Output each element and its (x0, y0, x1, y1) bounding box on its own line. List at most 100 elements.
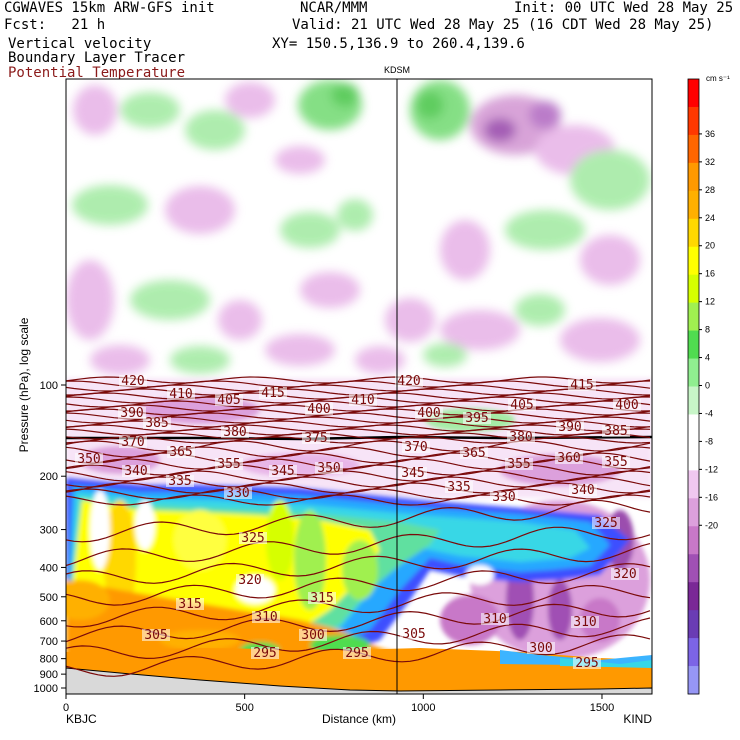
theta-label-bg (215, 394, 243, 406)
theta-label: 350 (77, 452, 100, 467)
colorbar-tick-label: 28 (705, 185, 715, 195)
theta-label-bg (463, 412, 491, 424)
theta-label: 300 (529, 641, 552, 656)
theta-label-bg (122, 465, 150, 477)
theta-label-bg (490, 491, 518, 503)
theta-label-bg (592, 517, 620, 529)
theta-label: 405 (217, 393, 240, 408)
colorbar-segment (688, 218, 699, 248)
y-tick-label: 1000 (34, 683, 58, 695)
y-tick-label: 800 (40, 654, 58, 666)
colorbar-segment (688, 414, 699, 443)
init-time: Init: 00 UTC Wed 28 May 25 (514, 0, 734, 16)
colorbar-segment (688, 190, 699, 220)
theta-label: 325 (594, 516, 617, 531)
theta-label-bg (611, 568, 639, 580)
theta-label: 335 (447, 480, 470, 495)
colorbar-segment (688, 274, 699, 304)
vertical-velocity-field: 420 420 410 415 415 405 410 405 400 390 400 400 395 3… (66, 80, 652, 694)
theta-label: 310 (573, 615, 596, 630)
theta-contour (66, 440, 651, 452)
theta-contour (66, 482, 651, 494)
right-endpoint-label: KIND (623, 712, 652, 726)
x-axis: 0 500 1000 1500 (63, 694, 614, 714)
colorbar-tick-label: 16 (705, 269, 715, 279)
theta-contour (66, 526, 651, 567)
theta-label: 415 (570, 378, 593, 393)
theta-label: 315 (310, 591, 333, 606)
theta-label: 340 (124, 464, 147, 479)
colorbar-segment (688, 386, 699, 415)
colorbar-segment (688, 498, 699, 527)
colorbar-tick-label: 32 (705, 157, 715, 167)
theta-label: 295 (345, 646, 368, 661)
theta-label-bg (118, 407, 146, 419)
colorbar-segment (688, 610, 699, 639)
theta-label: 335 (168, 474, 191, 489)
theta-label: 320 (238, 573, 261, 588)
theta-label: 390 (120, 406, 143, 421)
colorbar-tick-label: 0 (705, 381, 710, 391)
theta-label-bg (269, 465, 297, 477)
colorbar-segment (688, 554, 699, 583)
theta-label-bg (236, 574, 264, 586)
theta-label: 400 (615, 398, 638, 413)
field-label-boundary-layer-tracer: Boundary Layer Tracer (8, 50, 186, 66)
y-tick-label: 100 (40, 380, 58, 392)
y-axis-title: Pressure (hPa), log scale (17, 317, 31, 452)
terrain (66, 667, 652, 694)
theta-label-bg (166, 475, 194, 487)
theta-label-bg (119, 375, 147, 387)
theta-contour (66, 499, 651, 543)
theta-label-bg (569, 484, 597, 496)
colorbar-frame (687, 78, 700, 695)
y-tick-label: 300 (40, 525, 58, 537)
theta-label: 325 (241, 531, 264, 546)
colorbar-tick-label: -8 (705, 436, 713, 446)
theta-label: 295 (253, 646, 276, 661)
colorbar-segment (688, 106, 699, 136)
colorbar-tick-label: 20 (705, 241, 715, 251)
potential-temperature-labels: 420 420 410 415 415 405 410 405 400 390 400 400 395 3… (75, 374, 641, 671)
x-tick-label: 1500 (590, 702, 614, 714)
theta-label-bg (343, 647, 371, 659)
theta-label: 305 (402, 627, 425, 642)
theta-contour (66, 376, 651, 384)
theta-label-bg (224, 487, 252, 499)
y-axis: 100 200 300 400 500 600 700 800 900 1000 (34, 380, 66, 695)
colorbar-segment (688, 134, 699, 164)
theta-label-bg (613, 399, 641, 411)
theta-label-bg (508, 399, 536, 411)
potential-temperature-contours (66, 376, 651, 677)
upper-level-shading (66, 80, 650, 375)
theta-label: 375 (304, 431, 327, 446)
theta-label-bg (259, 387, 287, 399)
theta-label: 400 (307, 402, 330, 417)
model-title: CGWAVES 15km ARW-GFS init (4, 0, 215, 16)
y-tick-label: 500 (40, 592, 58, 604)
theta-label: 390 (558, 420, 581, 435)
theta-label-bg (221, 426, 249, 438)
theta-contour (66, 617, 651, 660)
theta-label: 300 (301, 628, 324, 643)
theta-label: 355 (217, 457, 240, 472)
colorbar-tick-label: -20 (705, 520, 718, 530)
theta-label: 295 (575, 656, 598, 671)
field-label-potential-temperature: Potential Temperature (8, 65, 186, 81)
theta-label: 420 (121, 374, 144, 389)
colorbar-segment (688, 358, 699, 387)
colorbar-tick-label: -4 (705, 408, 713, 418)
theta-label-bg (402, 441, 430, 453)
lower-troposphere-shading (66, 478, 650, 666)
org-label: NCAR/MMM (300, 0, 368, 16)
theta-label-bg (481, 613, 509, 625)
x-tick-label: 0 (63, 702, 69, 714)
theta-label-bg (167, 388, 195, 400)
theta-label-bg (573, 657, 601, 669)
colorbar-tick-label: 8 (705, 325, 710, 335)
theta-label-bg (302, 432, 330, 444)
colorbar-segment (688, 302, 699, 332)
theta-label: 380 (509, 430, 532, 445)
theta-label-bg (568, 379, 596, 391)
theta-label: 365 (462, 446, 485, 461)
